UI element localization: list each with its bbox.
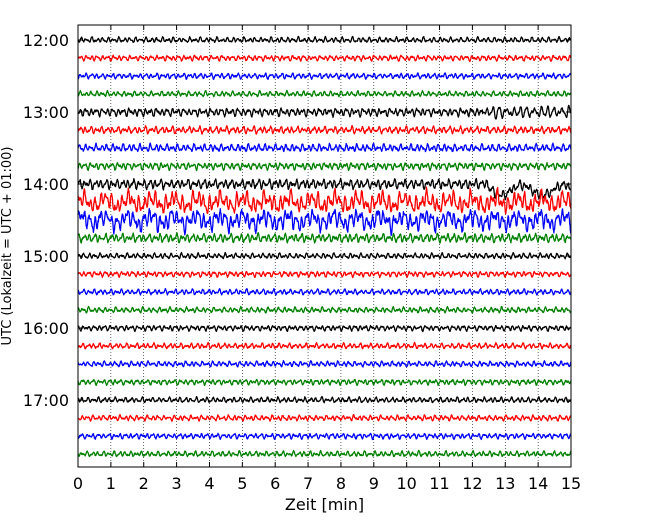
seismogram-trace <box>77 207 572 236</box>
y-tick-label: 15:00 <box>23 247 69 266</box>
x-tick-label: 10 <box>396 474 416 493</box>
seismogram-trace <box>77 449 572 458</box>
x-tick-label: 4 <box>204 474 214 493</box>
x-tick-label: 1 <box>106 474 116 493</box>
y-tick-label: 17:00 <box>23 391 69 410</box>
seismogram-trace <box>77 177 572 201</box>
seismogram-trace <box>77 142 572 153</box>
seismogram-trace <box>77 162 572 172</box>
x-axis-ticks: 0 1 2 3 4 5 6 7 8 9 10 11 12 13 14 15 <box>73 25 581 493</box>
x-tick-label: 12 <box>462 474 482 493</box>
seismogram-trace <box>77 35 572 44</box>
seismogram-trace <box>77 54 572 63</box>
y-tick-label: 12:00 <box>23 31 69 50</box>
x-tick-label: 0 <box>73 474 83 493</box>
x-tick-label: 6 <box>270 474 280 493</box>
seismogram-trace <box>77 360 572 368</box>
seismogram-trace <box>77 395 572 404</box>
seismogram-trace <box>77 251 572 260</box>
x-tick-label: 8 <box>336 474 346 493</box>
x-tick-label: 3 <box>172 474 182 493</box>
x-tick-label: 5 <box>237 474 247 493</box>
seismogram-trace <box>77 324 572 333</box>
x-axis-label: Zeit [min] <box>285 495 364 514</box>
x-tick-label: 15 <box>561 474 581 493</box>
seismogram-trace <box>77 414 572 422</box>
x-tick-label: 14 <box>528 474 548 493</box>
x-tick-label: 7 <box>303 474 313 493</box>
y-axis-ticks: 12:00 13:00 14:00 15:00 16:00 17:00 <box>23 31 571 410</box>
x-tick-label: 11 <box>429 474 449 493</box>
x-tick-label: 9 <box>369 474 379 493</box>
seismogram-trace <box>77 89 572 98</box>
seismogram-trace <box>77 72 572 80</box>
seismogram-trace <box>77 305 572 314</box>
seismogram-trace <box>77 124 572 135</box>
seismogram-trace <box>77 378 572 387</box>
y-tick-label: 13:00 <box>23 103 69 122</box>
x-tick-label: 13 <box>495 474 515 493</box>
seismogram-trace <box>77 232 572 244</box>
y-tick-label: 16:00 <box>23 319 69 338</box>
seismogram-trace <box>77 287 572 296</box>
y-axis-label: UTC (Lokalzeit = UTC + 01:00) <box>0 147 15 346</box>
x-tick-label: 2 <box>139 474 149 493</box>
seismogram-trace <box>77 104 572 120</box>
seismogram-trace <box>77 432 572 441</box>
plot-frame <box>77 24 572 468</box>
y-tick-label: 14:00 <box>23 175 69 194</box>
trace-group <box>77 35 572 458</box>
seismogram-trace <box>77 341 572 350</box>
seismogram-trace <box>77 270 572 279</box>
seismogram-trace <box>77 186 572 215</box>
